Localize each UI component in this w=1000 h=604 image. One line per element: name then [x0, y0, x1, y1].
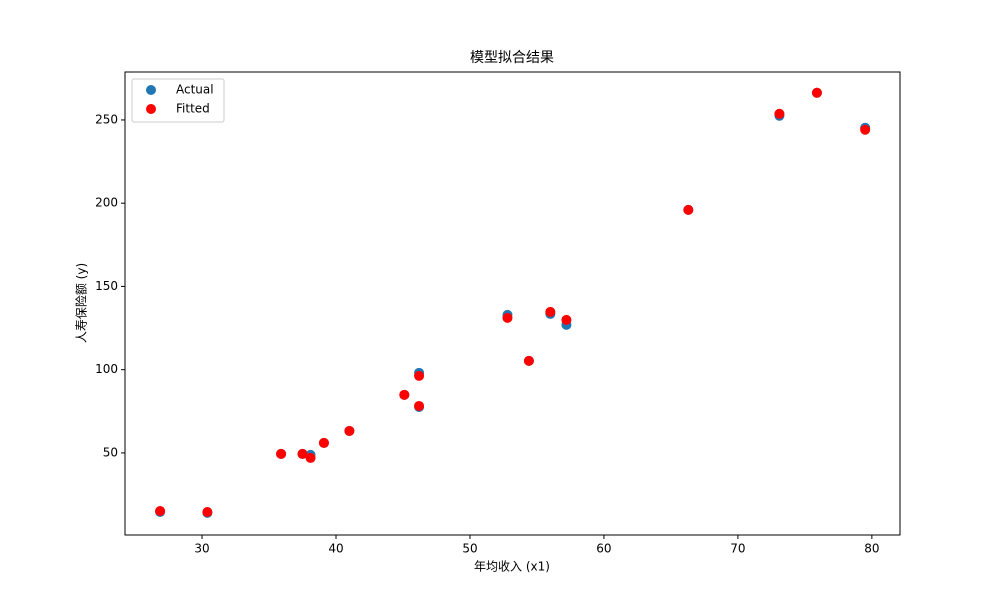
- chart-title: 模型拟合结果: [470, 50, 554, 66]
- x-tick-label: 60: [596, 542, 611, 556]
- point: [155, 506, 166, 517]
- legend-marker: [146, 104, 156, 114]
- y-tick-label: 200: [95, 196, 118, 210]
- point: [502, 312, 513, 323]
- x-tick-label: 80: [864, 542, 879, 556]
- x-tick-label: 40: [328, 542, 343, 556]
- point: [545, 306, 556, 317]
- point: [561, 314, 572, 325]
- point: [297, 448, 308, 459]
- y-tick-label: 250: [95, 112, 118, 126]
- legend-label: Actual: [176, 83, 214, 97]
- y-tick-label: 100: [95, 362, 118, 376]
- point: [276, 448, 287, 459]
- y-tick-label: 50: [103, 445, 118, 459]
- point: [305, 452, 316, 463]
- x-tick-label: 30: [194, 542, 209, 556]
- x-axis-label: 年均收入 (x1): [474, 560, 550, 574]
- point: [344, 425, 355, 436]
- point: [202, 507, 213, 518]
- point: [683, 204, 694, 215]
- y-axis-label: 人寿保险额 (y): [74, 263, 89, 343]
- point: [318, 437, 329, 448]
- point: [414, 400, 425, 411]
- point: [860, 124, 871, 135]
- point: [811, 87, 822, 98]
- y-tick-label: 150: [95, 279, 118, 293]
- point: [399, 389, 410, 400]
- point: [523, 355, 534, 366]
- legend-marker: [146, 85, 156, 95]
- x-tick-label: 70: [730, 542, 745, 556]
- legend-label: Fitted: [176, 102, 210, 116]
- x-tick-label: 50: [462, 542, 477, 556]
- plot-frame: [124, 71, 901, 536]
- point: [774, 108, 785, 119]
- point: [414, 370, 425, 381]
